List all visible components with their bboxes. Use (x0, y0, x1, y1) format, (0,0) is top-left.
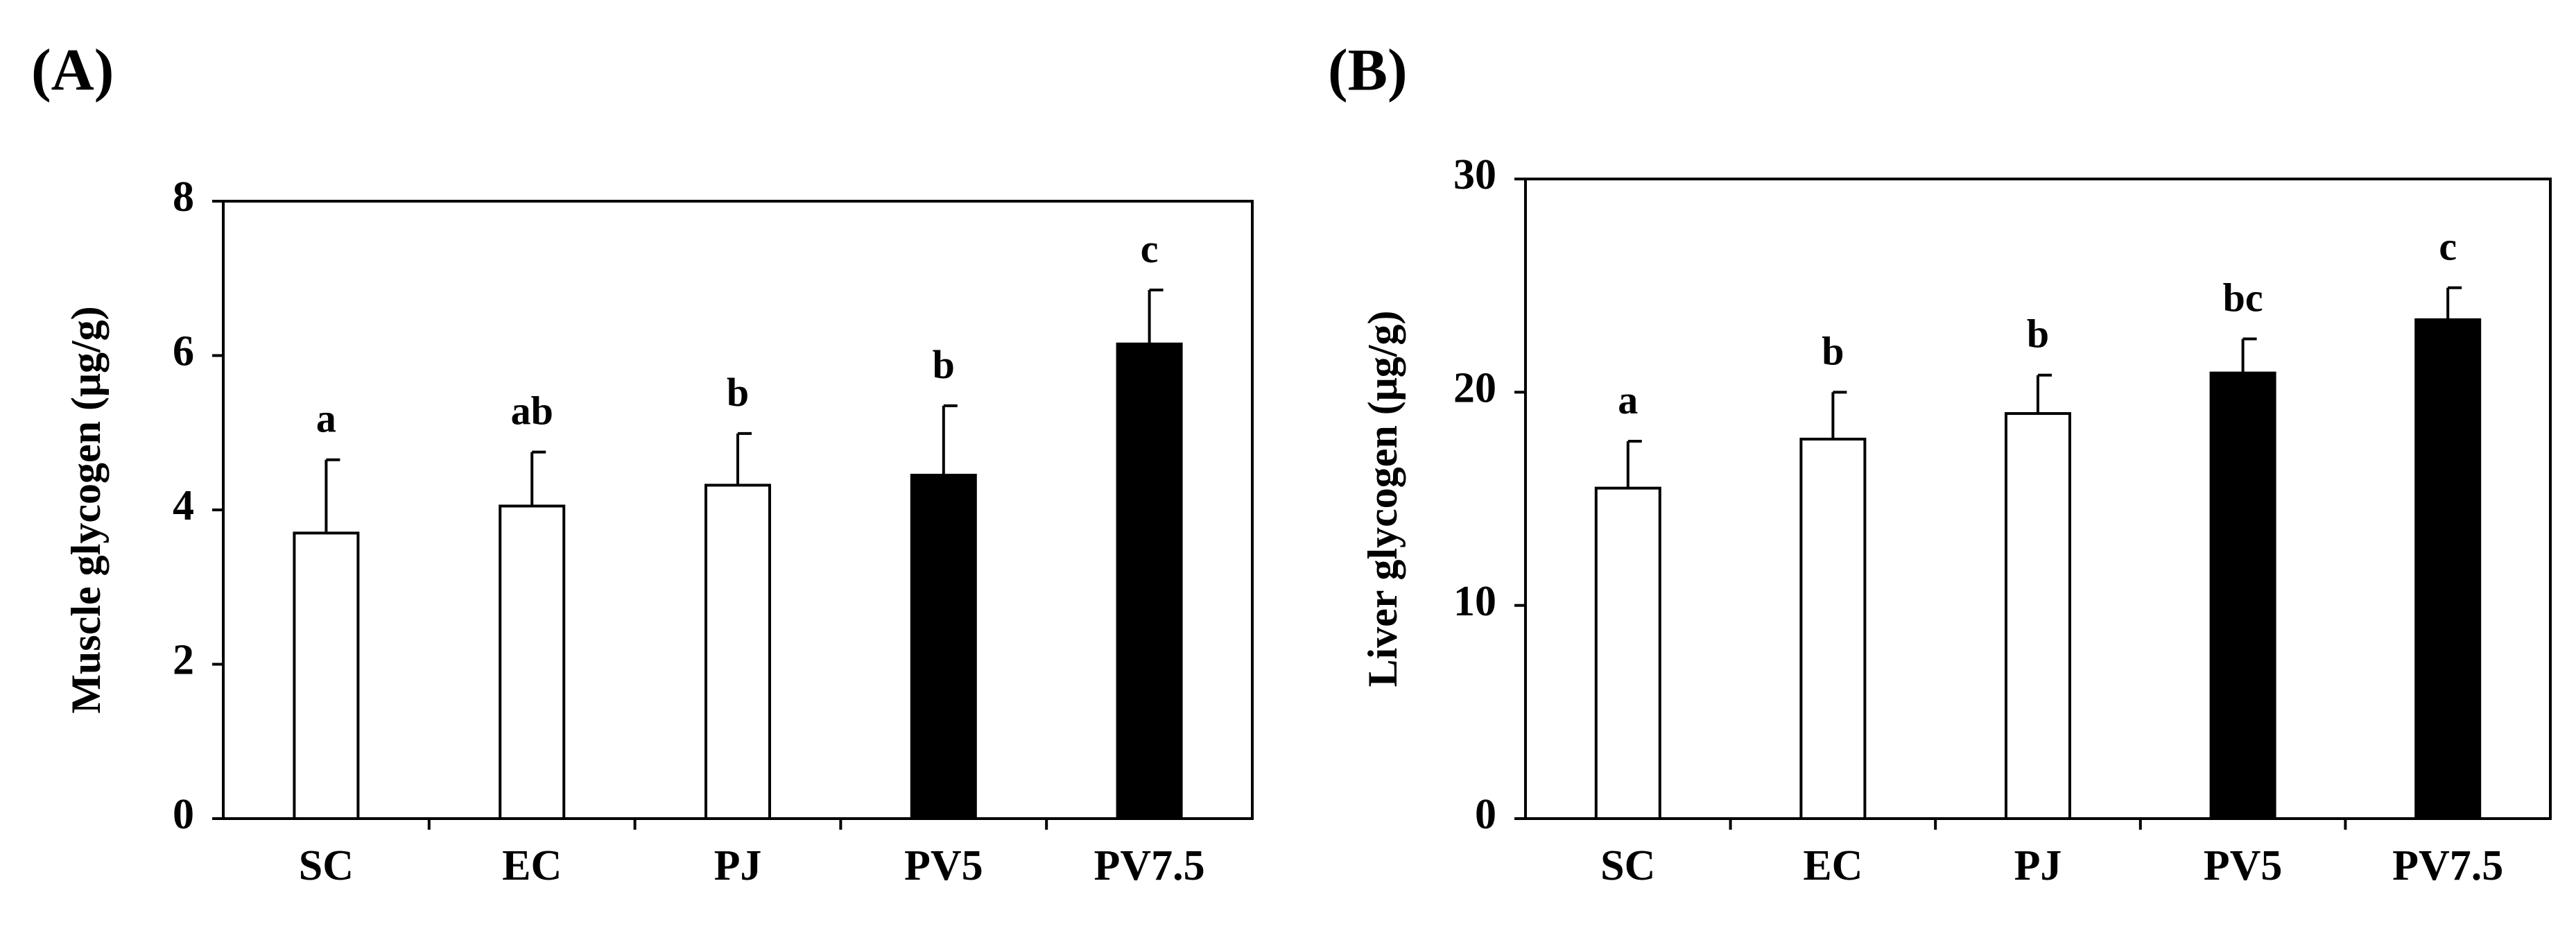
x-category-label: PV5 (2204, 842, 2283, 889)
x-category-label: PV7.5 (1094, 842, 1205, 889)
x-category-label: PJ (714, 842, 762, 889)
y-tick-label: 8 (173, 173, 194, 221)
significance-label: c (1141, 226, 1159, 271)
bar-pv5 (2209, 371, 2276, 820)
y-tick-label: 2 (173, 637, 194, 684)
significance-label: c (2439, 224, 2457, 269)
x-category-label: PJ (2014, 842, 2062, 889)
y-axis-title: Liver glycogen (μg/g) (1360, 311, 1406, 687)
x-category-label: EC (1803, 842, 1862, 889)
panel-liver-glycogen: (B) 0 10 20 30 Liver glycogen (μg/g) a SC b EC b PJ… (1328, 37, 2552, 889)
x-category-label: PV5 (904, 842, 983, 889)
x-category-label: SC (1600, 842, 1655, 889)
y-axis-title: Muscle glycogen (μg/g) (63, 306, 109, 713)
y-tick-label: 0 (1475, 791, 1496, 838)
x-category-label: PV7.5 (2392, 842, 2503, 889)
y-tick-label: 4 (173, 482, 194, 529)
significance-label: bc (2223, 275, 2263, 321)
y-tick-label: 0 (173, 791, 194, 838)
bar-sc (1594, 486, 1661, 821)
y-tick-label: 20 (1453, 365, 1496, 412)
significance-label: a (316, 396, 336, 441)
panel-label: (A) (31, 37, 114, 103)
bar-sc (293, 531, 360, 820)
bar-ec (1799, 437, 1867, 820)
x-category-label: SC (299, 842, 354, 889)
bar-pv5 (910, 473, 977, 820)
panel-label: (B) (1328, 37, 1408, 103)
significance-label: ab (511, 388, 553, 434)
panel-muscle-glycogen: (A) 0 2 4 6 8 Muscle glycogen (μg/g) a SC ab EC b PJ… (31, 37, 1254, 889)
bar-pj (2005, 412, 2071, 820)
bar-ec (499, 504, 566, 820)
y-tick-label: 10 (1453, 578, 1496, 625)
y-tick-label: 6 (173, 328, 194, 375)
significance-label: b (727, 370, 749, 415)
x-category-label: EC (502, 842, 562, 889)
significance-label: b (933, 342, 955, 387)
y-tick-label: 30 (1453, 151, 1496, 198)
significance-label: b (2027, 311, 2049, 357)
significance-label: b (1822, 328, 1844, 373)
bar-pj (704, 484, 771, 821)
bar-pv7-5 (2414, 318, 2482, 820)
significance-label: a (1618, 377, 1638, 422)
bar-pv7-5 (1116, 342, 1183, 820)
